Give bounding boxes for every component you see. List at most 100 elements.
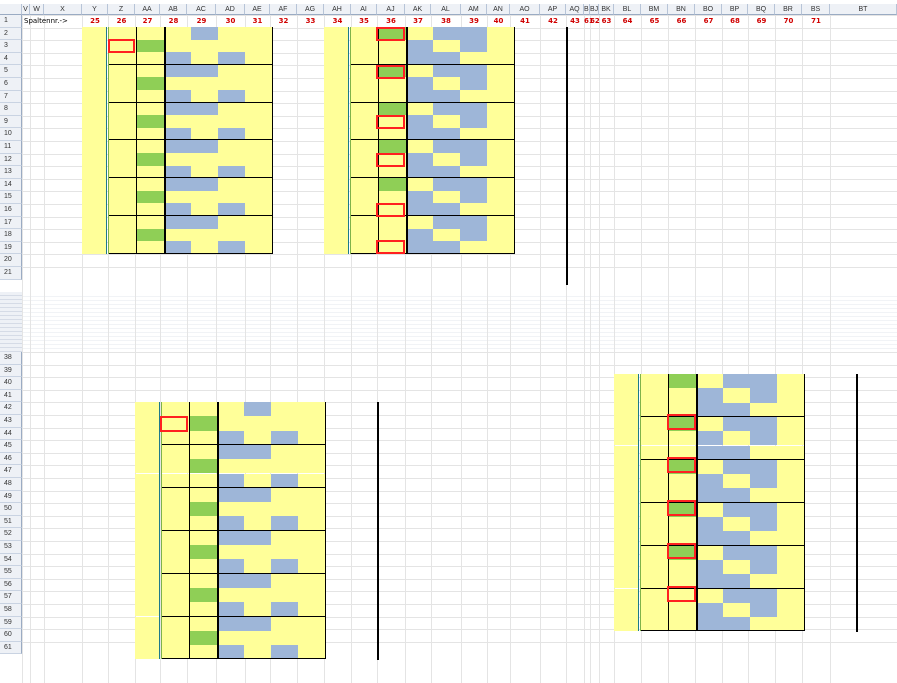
sign-cell[interactable] xyxy=(82,216,106,229)
aa-cell[interactable] xyxy=(379,115,406,128)
highlight-box[interactable] xyxy=(160,416,188,432)
ab-cell[interactable] xyxy=(406,203,433,216)
sign-cell[interactable] xyxy=(324,153,348,166)
z-cell[interactable] xyxy=(162,516,190,531)
z-cell[interactable] xyxy=(641,445,669,460)
ab-cell[interactable] xyxy=(696,416,723,432)
aa-cell[interactable] xyxy=(669,574,696,589)
aa-cell[interactable] xyxy=(137,127,164,141)
ac-cell[interactable] xyxy=(191,203,218,216)
ae-cell[interactable] xyxy=(298,530,325,545)
sign-cell[interactable] xyxy=(82,203,106,216)
ac-cell[interactable] xyxy=(433,165,460,179)
z-cell[interactable] xyxy=(109,127,137,141)
sign-cell[interactable] xyxy=(614,388,638,403)
aa-cell[interactable] xyxy=(190,602,217,617)
row-header-10[interactable]: 10 xyxy=(0,128,22,141)
ac-cell[interactable] xyxy=(433,39,460,53)
ac-cell[interactable] xyxy=(433,203,460,216)
z-cell[interactable] xyxy=(109,77,137,90)
sign-cell[interactable] xyxy=(614,574,638,589)
aa-cell[interactable] xyxy=(137,115,164,128)
ab-cell[interactable] xyxy=(164,140,191,153)
ad-cell[interactable] xyxy=(460,39,487,53)
ad-cell[interactable] xyxy=(271,402,298,417)
ac-cell[interactable] xyxy=(723,517,750,532)
sign-cell[interactable] xyxy=(82,190,106,204)
ae-cell[interactable] xyxy=(298,416,325,431)
af-cell[interactable] xyxy=(520,166,544,179)
ac-cell[interactable] xyxy=(244,459,271,474)
z-cell[interactable] xyxy=(109,228,137,242)
aa-cell[interactable] xyxy=(190,545,217,560)
row-header-45[interactable]: 45 xyxy=(0,440,22,453)
row-header-13[interactable]: 13 xyxy=(0,166,22,179)
ac-cell[interactable] xyxy=(244,444,271,460)
ac-cell[interactable] xyxy=(191,241,218,254)
ac-cell[interactable] xyxy=(433,241,460,254)
ad-cell[interactable] xyxy=(218,115,245,128)
ae-cell[interactable] xyxy=(245,190,272,204)
sign-cell[interactable] xyxy=(614,474,638,489)
column-header-y[interactable]: Y xyxy=(82,4,108,15)
ae-cell[interactable] xyxy=(245,127,272,141)
z-cell[interactable] xyxy=(162,616,190,631)
ad-cell[interactable] xyxy=(750,517,777,532)
aa-cell[interactable] xyxy=(669,588,696,603)
column-header-bo[interactable]: BO xyxy=(695,4,722,15)
column-header-al[interactable]: AL xyxy=(431,4,461,15)
z-cell[interactable] xyxy=(641,388,669,403)
ae-cell[interactable] xyxy=(245,90,272,103)
sign-cell[interactable] xyxy=(135,502,159,517)
sign-cell[interactable] xyxy=(82,64,106,78)
ab-cell[interactable] xyxy=(217,587,244,603)
ac-cell[interactable] xyxy=(244,430,271,445)
ac-cell[interactable] xyxy=(723,374,750,389)
ab-cell[interactable] xyxy=(217,430,244,445)
sign-cell[interactable] xyxy=(324,102,348,116)
ad-cell[interactable] xyxy=(460,90,487,103)
column-header-af[interactable]: AF xyxy=(270,4,297,15)
sign-cell[interactable] xyxy=(324,39,348,53)
ac-cell[interactable] xyxy=(723,416,750,432)
z-cell[interactable] xyxy=(109,140,137,153)
ab-cell[interactable] xyxy=(164,241,191,254)
z-cell[interactable] xyxy=(351,140,379,153)
aa-cell[interactable] xyxy=(190,416,217,431)
aa-cell[interactable] xyxy=(190,587,217,603)
ab-cell[interactable] xyxy=(217,545,244,560)
ad-cell[interactable] xyxy=(218,241,245,254)
ab-cell[interactable] xyxy=(217,402,244,417)
select-all-corner[interactable] xyxy=(0,4,22,15)
z-cell[interactable] xyxy=(641,459,669,475)
aa-cell[interactable] xyxy=(669,402,696,417)
ad-cell[interactable] xyxy=(271,459,298,474)
sign-cell[interactable] xyxy=(82,228,106,242)
ae-cell[interactable] xyxy=(777,617,804,632)
ac-cell[interactable] xyxy=(433,178,460,191)
sign-cell[interactable] xyxy=(614,517,638,532)
row-header-41[interactable]: 41 xyxy=(0,389,22,403)
z-cell[interactable] xyxy=(109,153,137,166)
ae-cell[interactable] xyxy=(487,178,514,191)
sign-cell[interactable] xyxy=(324,228,348,242)
column-header-ac[interactable]: AC xyxy=(187,4,216,15)
row-header-60[interactable]: 60 xyxy=(0,629,22,642)
z-cell[interactable] xyxy=(641,488,669,503)
ad-cell[interactable] xyxy=(460,178,487,191)
af-cell[interactable] xyxy=(331,574,355,588)
ac-cell[interactable] xyxy=(433,90,460,103)
ac-cell[interactable] xyxy=(191,127,218,141)
column-header-ai[interactable]: AI xyxy=(351,4,377,15)
aa-cell[interactable] xyxy=(137,64,164,78)
ae-cell[interactable] xyxy=(487,241,514,254)
ae-cell[interactable] xyxy=(777,502,804,517)
ab-cell[interactable] xyxy=(696,559,723,575)
aa-cell[interactable] xyxy=(669,445,696,460)
aa-cell[interactable] xyxy=(190,473,217,488)
aa-cell[interactable] xyxy=(379,228,406,242)
ag-cell[interactable] xyxy=(302,140,326,153)
ad-cell[interactable] xyxy=(460,77,487,90)
z-cell[interactable] xyxy=(641,545,669,560)
ab-cell[interactable] xyxy=(406,140,433,153)
